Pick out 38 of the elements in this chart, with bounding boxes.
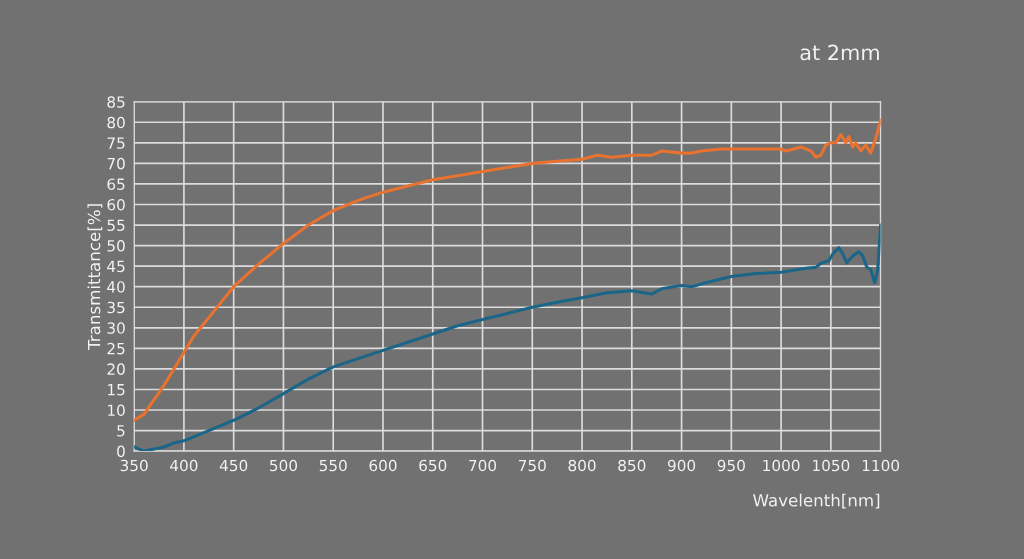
x-tick-label: 600 <box>369 459 397 472</box>
x-tick-label: 400 <box>170 459 198 472</box>
y-tick-label: 35 <box>107 301 125 314</box>
x-tick-label: 900 <box>667 459 696 472</box>
x-tick-label: 650 <box>419 459 447 472</box>
x-tick-label: 800 <box>568 459 596 472</box>
x-tick-label: 950 <box>717 459 745 472</box>
x-tick-label: 1050 <box>813 459 850 472</box>
x-tick-label: 1100 <box>862 459 900 472</box>
y-tick-label: 30 <box>107 322 125 334</box>
y-tick-label: 75 <box>107 137 125 149</box>
x-axis-title: Wavelenth[nm] <box>753 493 880 509</box>
line-series <box>134 118 881 422</box>
x-tick-label: 550 <box>319 459 347 472</box>
x-tick-label: 500 <box>270 459 298 472</box>
y-tick-label: 70 <box>107 157 125 170</box>
y-tick-label: 45 <box>107 260 125 273</box>
y-tick-label: 65 <box>107 178 125 190</box>
y-tick-label: 0 <box>117 445 125 458</box>
x-tick-label: 450 <box>219 459 248 472</box>
y-tick-label: 60 <box>107 198 125 211</box>
y-tick-label: 85 <box>107 96 125 108</box>
x-tick-label: 1000 <box>763 459 800 472</box>
y-tick-label: 20 <box>107 363 125 375</box>
y-tick-label: 55 <box>107 219 125 232</box>
y-tick-label: 80 <box>107 116 125 129</box>
y-tick-label: 50 <box>107 240 125 252</box>
y-tick-label: 5 <box>117 425 125 437</box>
x-tick-label: 750 <box>518 459 546 472</box>
y-axis-title: Transmittance[%] <box>87 204 103 350</box>
x-tick-label: 700 <box>469 459 497 472</box>
y-tick-label: 10 <box>108 404 125 417</box>
y-tick-label: 25 <box>107 342 125 355</box>
y-tick-label: 40 <box>107 281 125 293</box>
x-tick-label: 850 <box>618 459 646 472</box>
y-tick-label: 15 <box>108 384 125 396</box>
x-tick-label: 350 <box>120 459 148 472</box>
chart-title: at 2mm <box>800 44 879 61</box>
